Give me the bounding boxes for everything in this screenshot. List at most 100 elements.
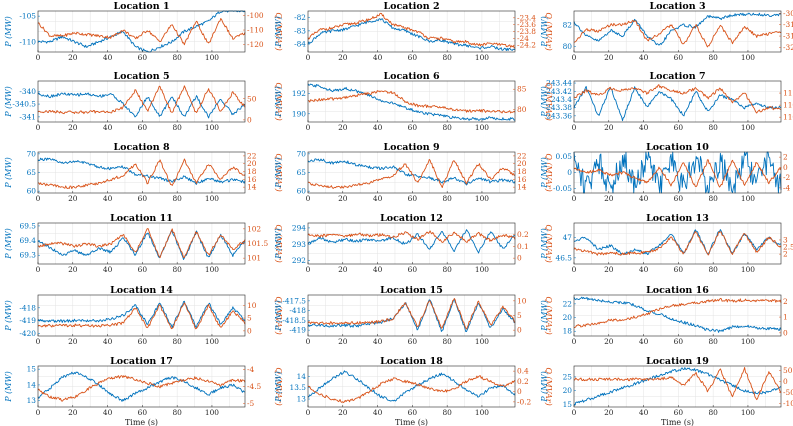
loc9-q-line <box>573 159 782 188</box>
loc1-ytick-right-label: -120 <box>247 40 264 49</box>
loc16-ytick-right-label: -4 <box>247 365 254 374</box>
loc15-title: Location 16 <box>646 285 709 296</box>
panel-loc2: Location 20 20 40 60 80 100-84-83-82-24.2-24-… <box>274 1 553 62</box>
loc15-ytick-right-label: 0 <box>783 328 788 337</box>
loc11-ytick-right-label: 0 <box>517 254 522 263</box>
loc12-ylabel-left: P (MW) <box>540 228 549 260</box>
loc11-ytick-left-label: 294 <box>292 223 306 232</box>
loc10-ytick-left-label: 69.3 <box>20 251 37 260</box>
loc2-ytick-right-label: -23.6 <box>517 20 536 29</box>
loc11-xtick-label: 40 <box>373 265 383 274</box>
loc6-ylabel-left: P (MW) <box>540 86 549 118</box>
loc11-title: Location 12 <box>380 213 443 224</box>
loc9-xtick-label: 0 <box>572 194 577 203</box>
loc6-xtick-label: 80 <box>708 123 718 132</box>
loc16-title: Location 17 <box>110 356 173 367</box>
loc16-ytick-right-label: -4.5 <box>247 382 262 391</box>
loc14-xtick-label: 20 <box>338 337 348 346</box>
loc9-xtick-label: 100 <box>741 194 755 203</box>
loc8-ytick-right-label: 20 <box>517 159 527 168</box>
loc17-xtick-label: 60 <box>408 408 418 417</box>
panel-loc14: Location 150 20 40 60 80 100-419-418.5-418-41… <box>274 285 553 346</box>
loc4-ytick-right-label: 50 <box>247 94 257 103</box>
loc12-xtick-label: 0 <box>572 265 577 274</box>
loc17-ytick-left-label: 14 <box>297 372 307 381</box>
loc4-ytick-left-label: -340.5 <box>12 100 36 109</box>
loc13-axes-frame <box>37 294 246 337</box>
loc4-xtick-label: 0 <box>36 123 41 132</box>
loc6-ytick-left-label: 243.38 <box>546 103 572 112</box>
loc7-ytick-right-label: 14 <box>247 183 257 192</box>
loc9-ytick-right-label: -2 <box>783 173 790 182</box>
loc6-xtick-label: 20 <box>604 123 614 132</box>
loc3-ytick-left-label: 80 <box>563 42 573 51</box>
loc6-ytick-right-label: 110.5 <box>783 101 793 110</box>
loc14-ytick-left-label: -419 <box>289 326 306 335</box>
loc3-ytick-left-label: 82 <box>563 21 572 30</box>
loc14-ytick-left-label: -417.5 <box>282 296 306 305</box>
loc17-q-line <box>307 375 516 403</box>
panel-loc10: Location 11 0 20 40 60 80 100 69.3 69.4 69.5 101 10… <box>4 213 283 274</box>
panel-loc6: Location 70 20 40 60 80 100243.36243.38243.42… <box>540 71 793 132</box>
loc7-ytick-left-label: 70 <box>27 149 37 158</box>
loc13-xtick-label: 20 <box>68 337 78 346</box>
loc6-ytick-left-label: 243.36 <box>546 111 572 120</box>
loc18-xtick-label: 40 <box>639 408 649 417</box>
loc13-xtick-label: 100 <box>205 337 219 346</box>
loc13-xtick-label: 40 <box>103 337 113 346</box>
loc13-xtick-label: 80 <box>172 337 182 346</box>
loc16-ytick-left-label: 14 <box>27 380 37 389</box>
loc5-title: Location 6 <box>383 71 440 82</box>
loc18-ytick-left-label: 20 <box>563 386 573 395</box>
loc3-ytick-right-label: -31 <box>783 20 793 29</box>
loc7-ytick-left-label: 65 <box>27 168 37 177</box>
loc6-ytick-left-label: 243.42 <box>546 87 572 96</box>
loc18-title: Location 19 <box>646 356 709 367</box>
loc10-p-line <box>37 230 246 260</box>
loc9-xtick-label: 40 <box>639 194 649 203</box>
loc18-xtick-label: 20 <box>604 408 614 417</box>
loc12-xtick-label: 100 <box>741 265 755 274</box>
loc5-ylabel-left: P (MW) <box>274 86 283 118</box>
loc9-ytick-left-label: 0.05 <box>556 152 573 161</box>
loc6-axes-frame <box>573 80 782 123</box>
loc8-ylabel-left: P (MW) <box>274 157 283 189</box>
loc5-ytick-right-label: 85 <box>517 85 527 94</box>
loc13-ytick-right-label: 5 <box>247 314 252 323</box>
loc2-ylabel-left: P (MW) <box>274 16 283 48</box>
loc2-xtick-label: 100 <box>475 53 489 62</box>
loc11-ylabel-left: P (MW) <box>274 228 283 260</box>
loc12-ytick-right-label: 3 <box>783 235 788 244</box>
loc10-xtick-label: 20 <box>68 265 78 274</box>
loc14-xtick-label: 100 <box>475 337 489 346</box>
loc16-xtick-label: 20 <box>68 408 78 417</box>
loc14-ytick-left-label: -418 <box>289 306 306 315</box>
loc8-xtick-label: 0 <box>306 194 311 203</box>
loc18-ylabel-left: P (MW) <box>540 371 549 403</box>
loc7-ylabel-left: P (MW) <box>4 157 13 189</box>
loc11-xtick-label: 0 <box>306 265 311 274</box>
loc13-ylabel-right: Q (MVAr) <box>274 296 283 334</box>
loc13-ytick-right-label: 0 <box>247 326 252 335</box>
loc1-p-line <box>37 10 246 53</box>
loc11-xtick-label: 100 <box>475 265 489 274</box>
loc8-ytick-right-label: 16 <box>517 175 527 184</box>
loc1-xtick-label: 40 <box>103 53 113 62</box>
loc14-ytick-right-label: 0 <box>517 326 522 335</box>
loc3-ylabel-left: P (MW) <box>540 16 549 48</box>
loc8-title: Location 9 <box>383 142 440 153</box>
loc15-p-line <box>573 296 782 333</box>
loc15-ytick-left-label: 18 <box>563 327 573 336</box>
loc13-p-line <box>37 300 246 329</box>
loc1-ytick-right-label: -100 <box>247 11 264 20</box>
loc8-ytick-right-label: 22 <box>517 151 526 160</box>
loc17-ytick-left-label: 13 <box>297 395 307 404</box>
loc16-xtick-label: 100 <box>205 408 219 417</box>
loc2-xtick-label: 40 <box>373 53 383 62</box>
loc7-ytick-left-label: 60 <box>27 187 37 196</box>
loc1-ylabel-right: Q (MVAr) <box>274 12 283 50</box>
loc13-ylabel-left: P (MW) <box>4 300 13 332</box>
loc2-grid <box>308 11 515 52</box>
loc12-xtick-label: 80 <box>708 265 718 274</box>
